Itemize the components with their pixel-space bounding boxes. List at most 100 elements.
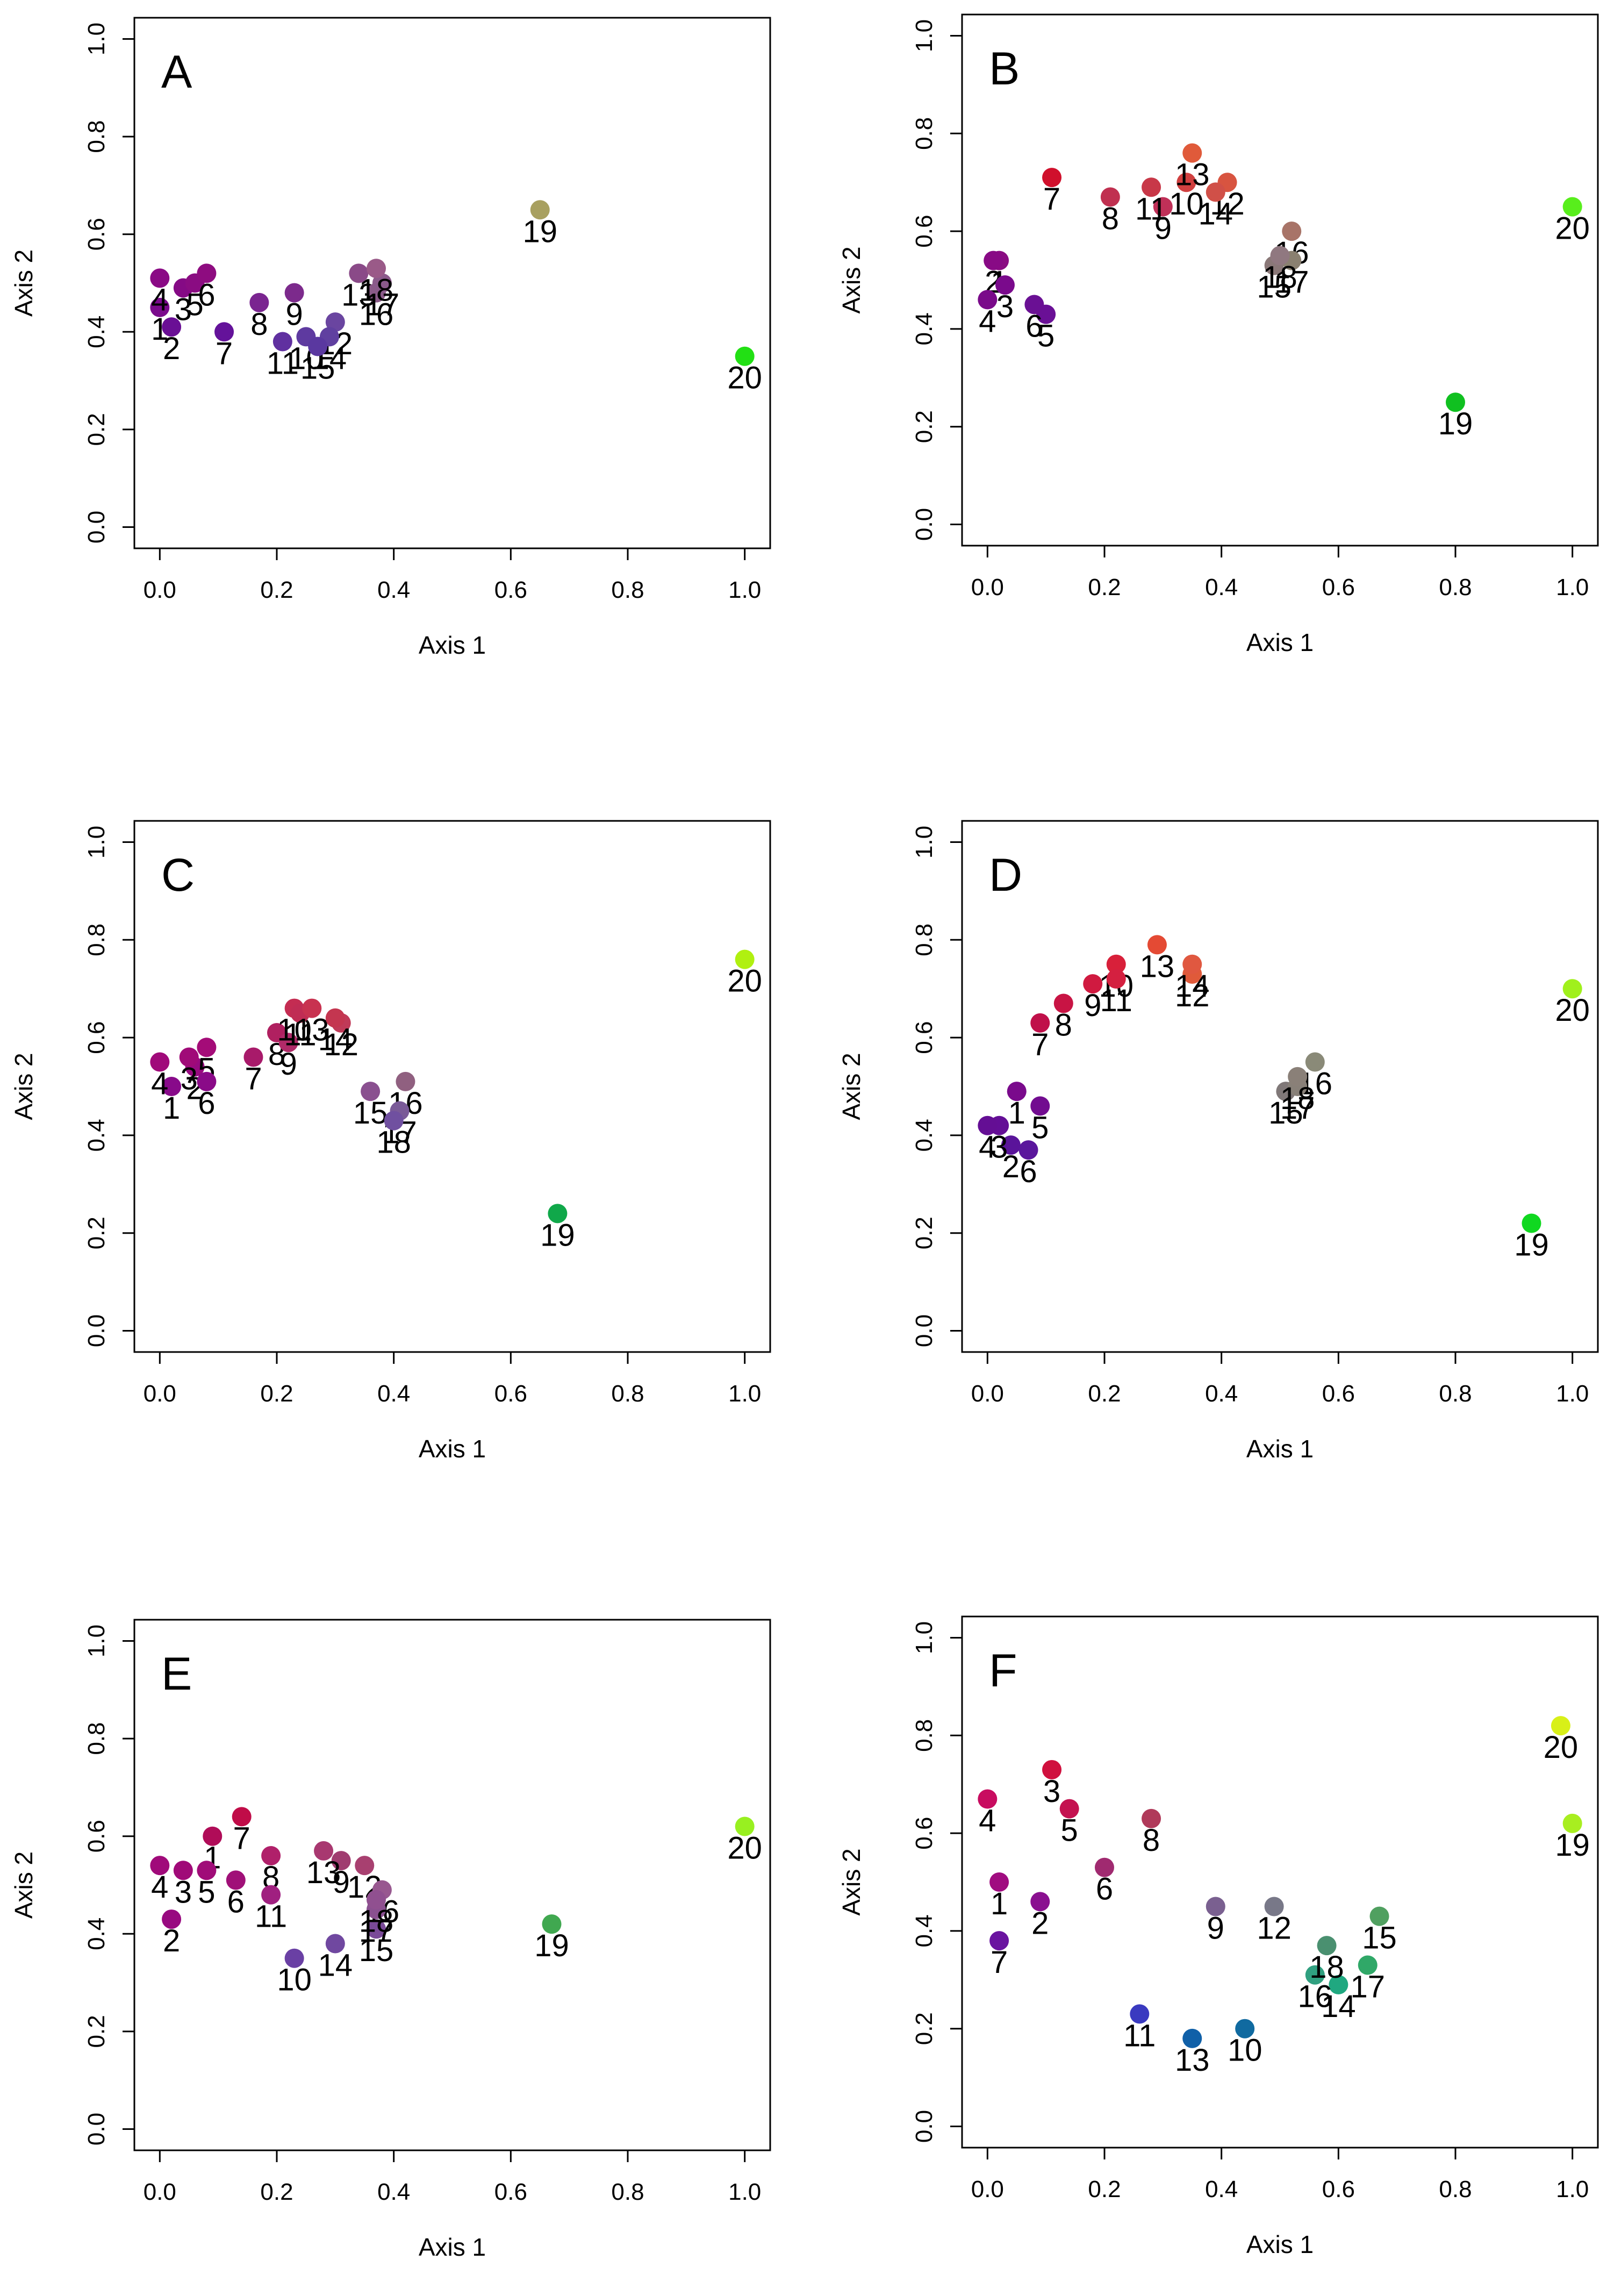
point-label: 1 bbox=[991, 1886, 1008, 1921]
point-label: 7 bbox=[991, 1945, 1008, 1980]
data-point bbox=[197, 1071, 217, 1091]
panel-label: B bbox=[989, 43, 1020, 95]
plot-frame bbox=[961, 1615, 1599, 2149]
data-point bbox=[1030, 1892, 1050, 1912]
y-tick-label: 0.6 bbox=[911, 1817, 937, 1850]
panel-c: 0.0 0.2 0.4 0.6 0.8 1.0 0.0 0.2 0.4 0.6 0.8 1.0 Axis… bbox=[10, 820, 771, 1463]
panel-d: 0.0 0.2 0.4 0.6 0.8 1.0 0.0 0.2 0.4 0.6 0.8 1.0 Axis… bbox=[837, 820, 1599, 1463]
y-tick-label: 1.0 bbox=[83, 826, 110, 859]
x-tick-label: 0.4 bbox=[377, 2179, 410, 2205]
data-point bbox=[1053, 993, 1073, 1013]
point-label: 6 bbox=[1096, 1872, 1113, 1907]
x-tick-label: 0.6 bbox=[494, 577, 527, 603]
data-point bbox=[735, 346, 755, 366]
x-tick-label: 0.0 bbox=[971, 574, 1004, 600]
y-tick-label: 1.0 bbox=[83, 23, 110, 55]
y-tick-label: 0.0 bbox=[83, 2113, 110, 2145]
data-point bbox=[1147, 935, 1167, 955]
data-point bbox=[272, 332, 292, 352]
y-tick-label: 1.0 bbox=[911, 1621, 937, 1654]
y-tick-label: 0.2 bbox=[911, 410, 937, 443]
x-tick-label: 0.0 bbox=[971, 1381, 1004, 1407]
data-point bbox=[978, 1115, 998, 1135]
data-point bbox=[1153, 197, 1173, 217]
data-point bbox=[197, 1038, 217, 1057]
panel-label: E bbox=[161, 1648, 192, 1700]
data-point bbox=[1007, 1082, 1027, 1101]
data-point bbox=[1030, 1096, 1050, 1116]
data-point bbox=[1083, 974, 1103, 994]
point-label: 17 bbox=[1350, 1970, 1385, 2005]
point-label: 7 bbox=[216, 336, 233, 371]
point-label: 11 bbox=[267, 346, 299, 381]
panel-label: C bbox=[161, 849, 195, 901]
data-point bbox=[150, 297, 170, 317]
y-tick-label: 0.0 bbox=[83, 1314, 110, 1347]
x-tick-label: 0.0 bbox=[144, 1381, 176, 1407]
data-point bbox=[150, 1856, 170, 1876]
y-tick-label: 0.8 bbox=[911, 117, 937, 150]
x-axis-label: Axis 1 bbox=[419, 631, 486, 659]
x-tick-label: 0.8 bbox=[611, 577, 644, 603]
data-point bbox=[162, 1909, 182, 1929]
point-label: 17 bbox=[365, 288, 400, 323]
x-tick-label: 1.0 bbox=[1556, 2176, 1589, 2202]
panel-f: 0.0 0.2 0.4 0.6 0.8 1.0 0.0 0.2 0.4 0.6 0.8 1.0 Axis… bbox=[837, 1615, 1599, 2258]
point-label: 10 bbox=[277, 1963, 312, 1998]
point-label: 12 bbox=[1175, 978, 1210, 1013]
point-label: 8 bbox=[1055, 1007, 1072, 1042]
x-tick-label: 0.6 bbox=[1322, 574, 1355, 600]
x-tick-label: 0.2 bbox=[1088, 574, 1121, 600]
x-tick-label: 0.0 bbox=[144, 577, 176, 603]
point-label: 13 bbox=[1140, 949, 1175, 984]
data-point bbox=[1094, 1857, 1114, 1877]
point-label: 20 bbox=[1555, 993, 1590, 1028]
y-tick-label: 0.2 bbox=[83, 1217, 110, 1249]
data-point bbox=[261, 1885, 281, 1905]
data-point bbox=[1142, 1808, 1161, 1828]
point-label: 18 bbox=[1262, 260, 1297, 295]
data-point bbox=[1551, 1716, 1570, 1736]
point-label: 15 bbox=[1268, 1096, 1303, 1131]
x-tick-label: 0.0 bbox=[971, 2176, 1004, 2202]
x-tick-label: 0.6 bbox=[494, 1381, 527, 1407]
x-tick-label: 1.0 bbox=[728, 2179, 761, 2205]
data-point bbox=[162, 317, 182, 337]
point-label: 11 bbox=[1135, 191, 1167, 226]
point-label: 13 bbox=[295, 1013, 329, 1048]
point-label: 19 bbox=[1514, 1228, 1549, 1263]
x-axis-label: Axis 1 bbox=[1246, 1435, 1314, 1463]
data-point bbox=[232, 1807, 252, 1827]
point-label: 9 bbox=[1084, 988, 1101, 1023]
point-label: 4 bbox=[151, 1870, 168, 1905]
x-tick-label: 0.8 bbox=[1439, 574, 1472, 600]
data-point bbox=[1305, 1965, 1325, 1985]
panel-label: A bbox=[161, 46, 192, 98]
data-point bbox=[325, 1934, 345, 1954]
y-tick-label: 0.6 bbox=[911, 1021, 937, 1054]
point-label: 14 bbox=[1175, 969, 1210, 1004]
point-label: 8 bbox=[1143, 1823, 1160, 1858]
panel-label: D bbox=[989, 849, 1022, 901]
point-label: 3 bbox=[181, 1061, 198, 1096]
point-label: 18 bbox=[359, 1904, 394, 1939]
plot-frame bbox=[961, 13, 1599, 547]
y-tick-label: 0.8 bbox=[911, 924, 937, 956]
point-label: 14 bbox=[318, 1948, 353, 1983]
y-axis-label: Axis 2 bbox=[10, 249, 38, 317]
x-tick-label: 0.2 bbox=[260, 577, 293, 603]
point-label: 13 bbox=[1175, 2043, 1210, 2078]
point-label: 17 bbox=[1280, 1091, 1315, 1126]
point-label: 11 bbox=[284, 1018, 316, 1053]
y-tick-label: 0.2 bbox=[911, 2012, 937, 2045]
data-point bbox=[349, 263, 369, 283]
data-point bbox=[284, 283, 304, 303]
point-label: 1 bbox=[1008, 1096, 1025, 1131]
x-tick-label: 0.4 bbox=[1205, 574, 1238, 600]
y-tick-label: 1.0 bbox=[911, 19, 937, 52]
x-tick-label: 1.0 bbox=[1556, 1381, 1589, 1407]
data-point bbox=[173, 1861, 193, 1880]
point-label: 4 bbox=[979, 1803, 996, 1838]
point-label: 17 bbox=[1274, 265, 1309, 300]
y-tick-label: 0.8 bbox=[83, 1722, 110, 1755]
